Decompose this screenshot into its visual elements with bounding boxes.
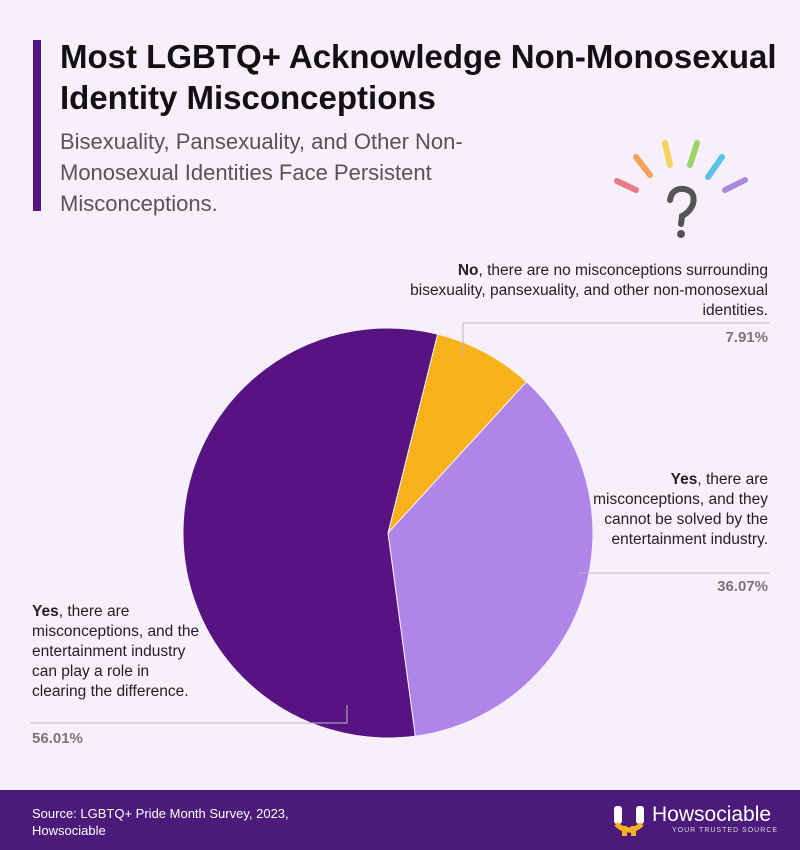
logo-icon — [614, 806, 644, 836]
slice-label: No, there are no misconceptions surround… — [408, 261, 768, 321]
pie — [182, 327, 594, 739]
value-label: 7.91% — [725, 329, 768, 346]
brand: Howsociable — [652, 803, 772, 826]
category: Yes — [32, 603, 59, 620]
title: Most LGBTQ+ Acknowledge Non-Monosexual I… — [60, 38, 777, 116]
question-icon — [614, 140, 748, 238]
pie-slice — [387, 333, 528, 534]
category: No — [457, 262, 479, 279]
leader-lines — [30, 322, 770, 724]
subtitle: Bisexuality, Pansexuality, and Other Non… — [60, 129, 463, 216]
description: , there are misconceptions, and they can… — [593, 471, 768, 548]
slice-label: Yes, there are misconceptions, and the e… — [32, 602, 207, 702]
value-label: 36.07% — [717, 578, 768, 595]
tagline: YOUR TRUSTED SOURCE — [672, 827, 778, 834]
accent-bar — [33, 40, 41, 211]
source: Source: LGBTQ+ Pride Month Survey, 2023,… — [32, 806, 289, 838]
category: Yes — [670, 471, 698, 488]
pie-slice — [387, 381, 594, 737]
value-label: 56.01% — [32, 730, 83, 747]
description: , there are misconceptions, and the ente… — [32, 603, 200, 700]
description: , there are no misconceptions surroundin… — [410, 262, 768, 319]
slice-label: Yes, there are misconceptions, and they … — [588, 470, 768, 550]
pie-slice — [182, 327, 439, 739]
footer: Source: LGBTQ+ Pride Month Survey, 2023,… — [0, 790, 800, 850]
chart — [30, 140, 770, 739]
